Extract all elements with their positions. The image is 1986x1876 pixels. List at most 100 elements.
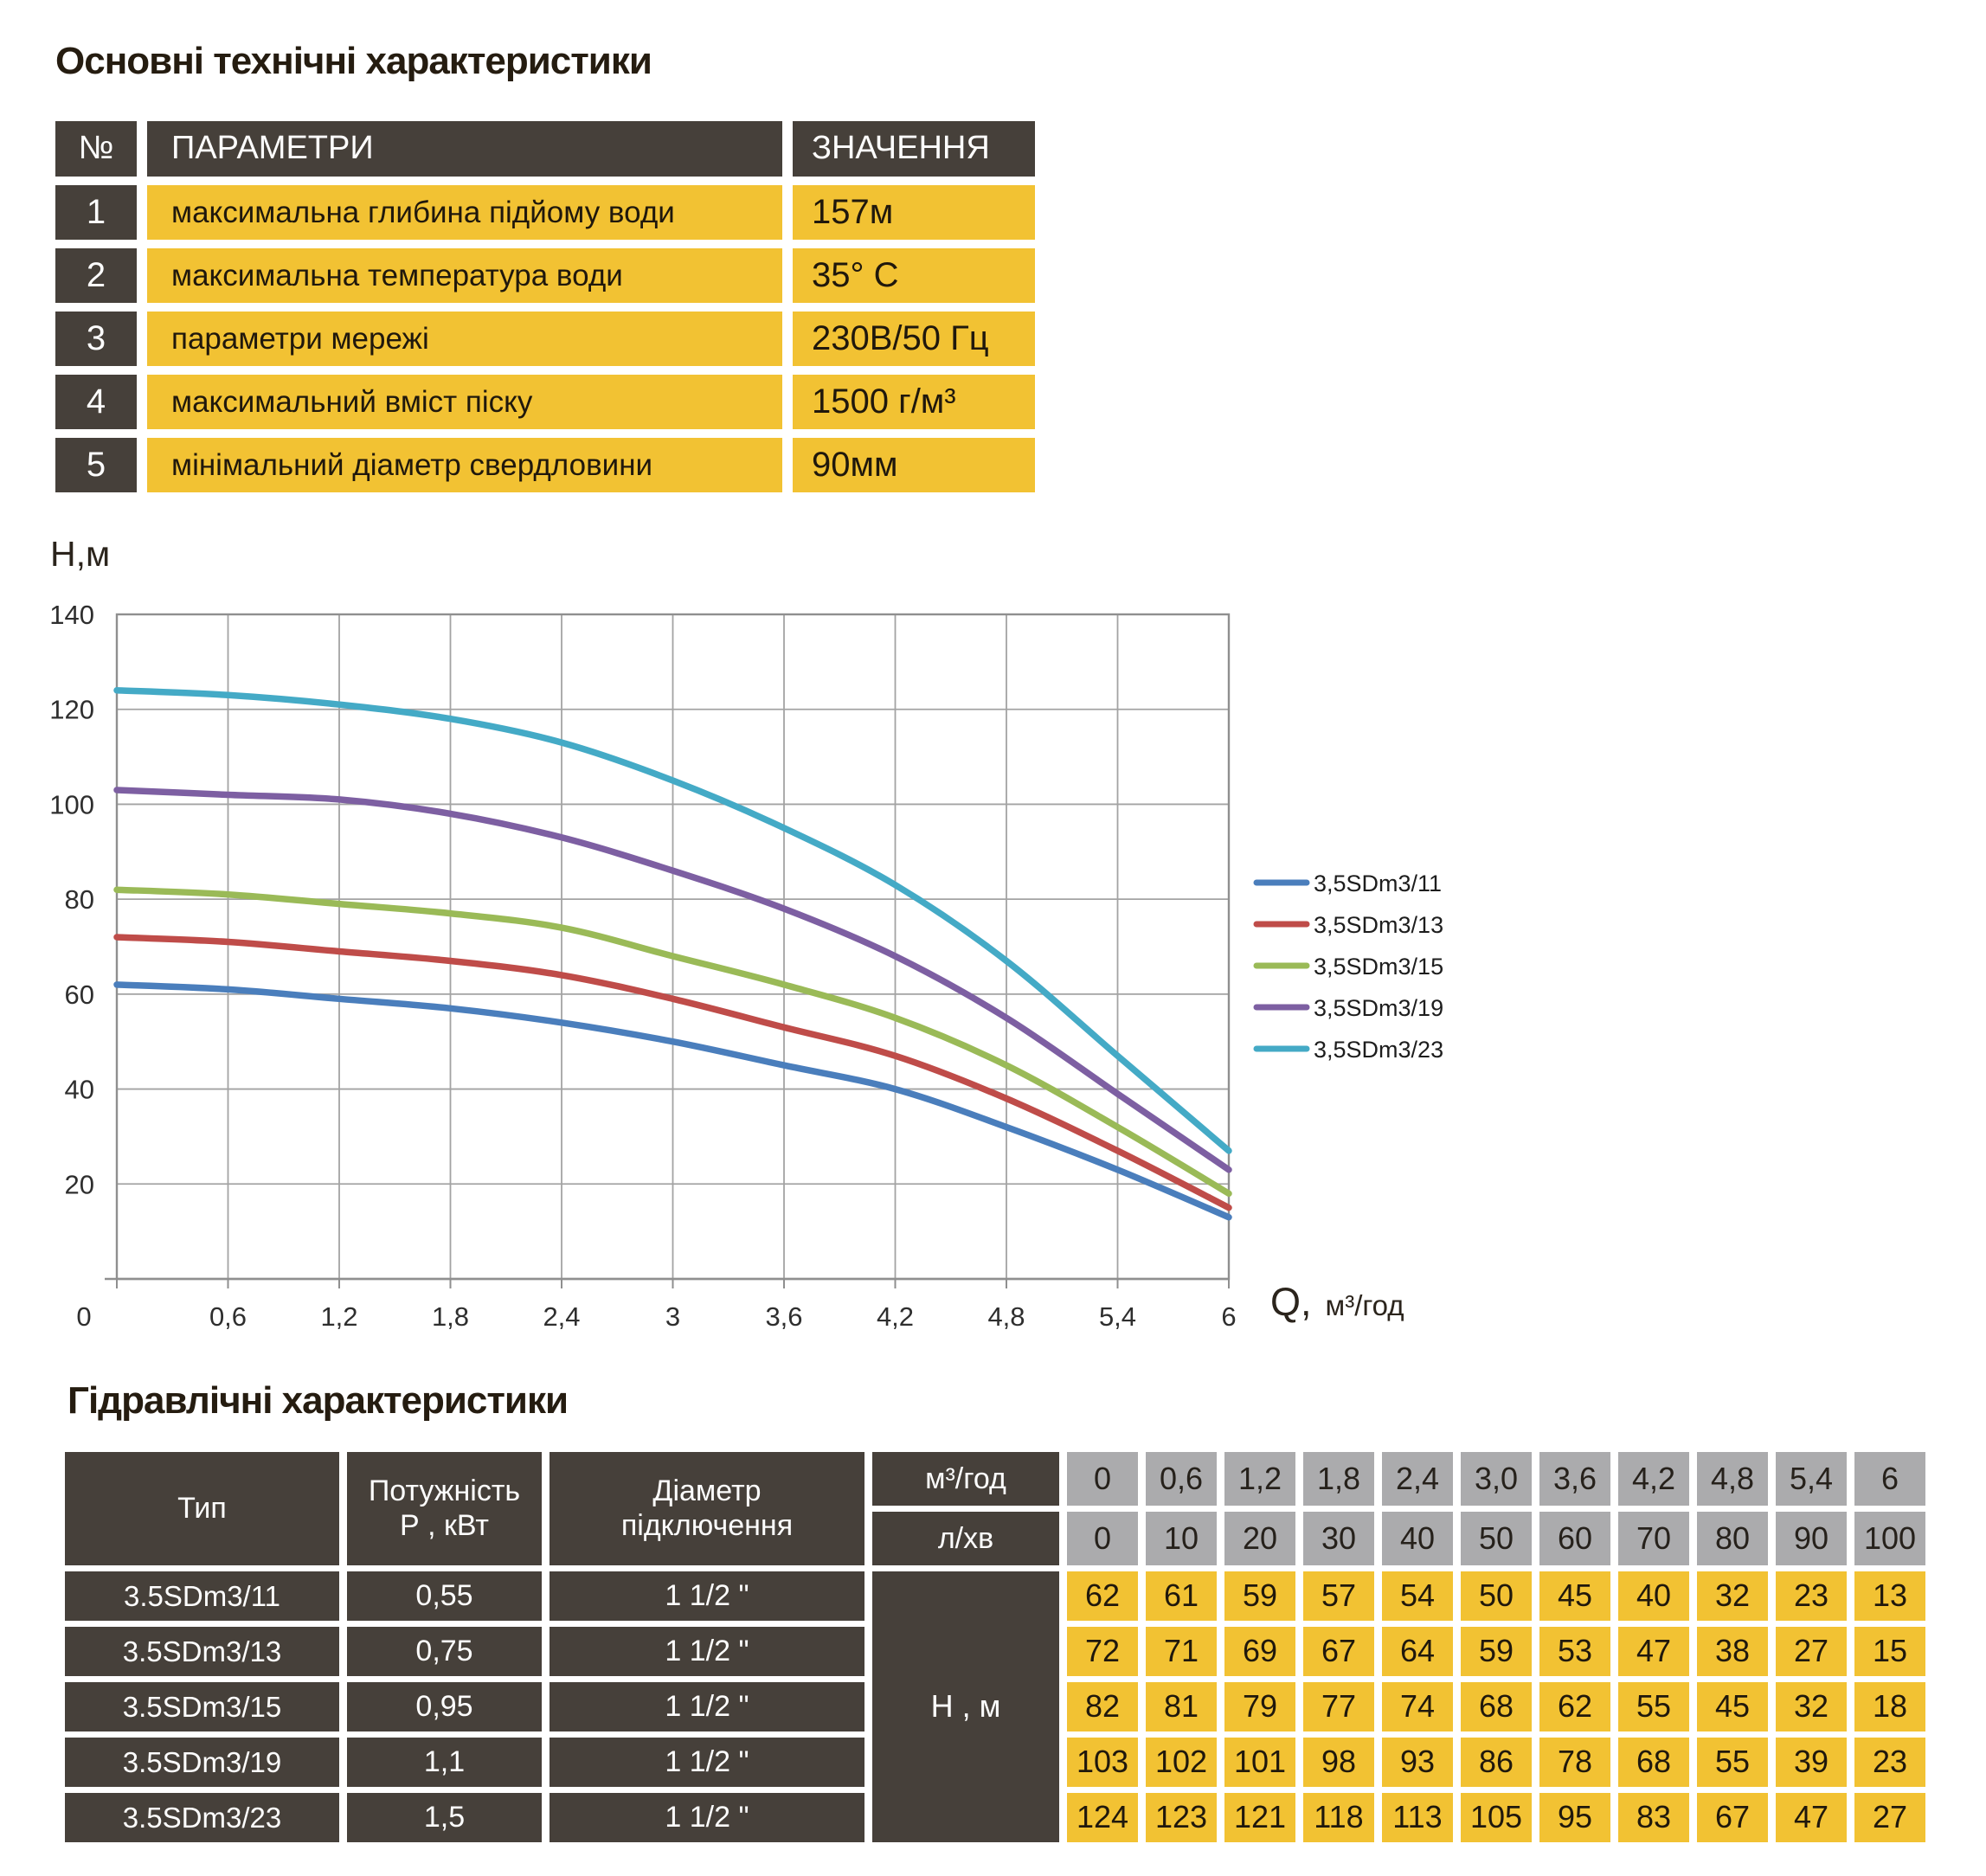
x-axis-title: Q, м³/год xyxy=(1270,1280,1404,1324)
head-value-cell: 59 xyxy=(1224,1571,1295,1621)
head-value-cell: 38 xyxy=(1697,1627,1768,1676)
param-name-cell: параметри мережі xyxy=(147,312,782,366)
head-value-cell: 59 xyxy=(1461,1627,1532,1676)
param-row-number: 5 xyxy=(55,438,137,492)
hyd-header-flow-m3h: м³/год xyxy=(872,1452,1059,1506)
power-value-cell: 0,55 xyxy=(347,1571,542,1621)
diameter-value-cell: 1 1/2 " xyxy=(550,1627,864,1676)
y-tick-label: 80 xyxy=(65,884,94,915)
head-value-cell: 123 xyxy=(1146,1793,1217,1842)
flow-m3h-value-cell: 0,6 xyxy=(1146,1452,1217,1506)
params-header-num: № xyxy=(55,121,137,177)
x-tick-label: 1,8 xyxy=(432,1301,469,1332)
flow-lmin-value-cell: 40 xyxy=(1382,1512,1453,1565)
diameter-value-cell: 1 1/2 " xyxy=(550,1738,864,1787)
legend-label-2: 3,5SDm3/15 xyxy=(1314,954,1443,980)
flow-lmin-value-cell: 30 xyxy=(1303,1512,1374,1565)
hyd-header-diameter-line1: Діаметр xyxy=(652,1474,762,1508)
hyd-header-diameter-line2: підключення xyxy=(620,1508,794,1542)
param-row-number: 1 xyxy=(55,185,137,240)
hydraulics-title: Гідравлічні характеристики xyxy=(67,1379,569,1422)
hyd-header-power-line2: Р , кВт xyxy=(399,1508,489,1542)
x-tick-label: 2,4 xyxy=(543,1301,580,1332)
curve-3-5sdm3-15 xyxy=(113,886,1232,1198)
head-value-cell: 45 xyxy=(1539,1571,1610,1621)
power-value-cell: 1,1 xyxy=(347,1738,542,1787)
y-tick-label: 60 xyxy=(65,980,94,1010)
x-tick-label: 0 xyxy=(76,1301,91,1332)
y-axis-title: Н,м xyxy=(50,534,110,574)
flow-lmin-value-cell: 80 xyxy=(1697,1512,1768,1565)
head-value-cell: 23 xyxy=(1776,1571,1847,1621)
pump-type-cell: 3.5SDm3/23 xyxy=(65,1793,339,1842)
pump-type-cell: 3.5SDm3/19 xyxy=(65,1738,339,1787)
curve-3-5sdm3-19 xyxy=(113,787,1232,1173)
pump-type-cell: 3.5SDm3/13 xyxy=(65,1627,339,1676)
head-value-cell: 68 xyxy=(1461,1682,1532,1731)
param-value-cell: 157м xyxy=(793,185,1035,240)
diameter-value-cell: 1 1/2 " xyxy=(550,1793,864,1842)
head-value-cell: 55 xyxy=(1618,1682,1689,1731)
head-value-cell: 105 xyxy=(1461,1793,1532,1842)
head-value-cell: 15 xyxy=(1854,1627,1925,1676)
params-header-value: ЗНАЧЕННЯ xyxy=(793,121,1035,177)
hyd-head-unit-cell: Н , м xyxy=(872,1571,1059,1842)
head-value-cell: 98 xyxy=(1303,1738,1374,1787)
head-value-cell: 32 xyxy=(1776,1682,1847,1731)
head-value-cell: 93 xyxy=(1382,1738,1453,1787)
head-value-cell: 74 xyxy=(1382,1682,1453,1731)
x-tick-label: 0,6 xyxy=(209,1301,247,1332)
y-tick-label: 20 xyxy=(65,1169,94,1199)
hyd-header-flow-lmin: л/хв xyxy=(872,1512,1059,1565)
legend-label-4: 3,5SDm3/23 xyxy=(1314,1037,1443,1063)
head-value-cell: 121 xyxy=(1224,1793,1295,1842)
flow-lmin-value-cell: 10 xyxy=(1146,1512,1217,1565)
legend-label-0: 3,5SDm3/11 xyxy=(1314,871,1442,896)
curve-3-5sdm3-11 xyxy=(113,981,1232,1221)
head-value-cell: 53 xyxy=(1539,1627,1610,1676)
curve-3-5sdm3-23 xyxy=(113,687,1232,1154)
head-value-cell: 27 xyxy=(1776,1627,1847,1676)
head-value-cell: 54 xyxy=(1382,1571,1453,1621)
param-name-cell: максимальний вміст піску xyxy=(147,375,782,429)
head-value-cell: 82 xyxy=(1067,1682,1138,1731)
y-tick-label: 120 xyxy=(49,695,94,725)
param-value-cell: 35° С xyxy=(793,248,1035,303)
flow-m3h-value-cell: 2,4 xyxy=(1382,1452,1453,1506)
head-value-cell: 23 xyxy=(1854,1738,1925,1787)
head-value-cell: 79 xyxy=(1224,1682,1295,1731)
head-value-cell: 27 xyxy=(1854,1793,1925,1842)
head-value-cell: 103 xyxy=(1067,1738,1138,1787)
hyd-header-diameter: Діаметр підключення xyxy=(550,1452,864,1565)
head-value-cell: 18 xyxy=(1854,1682,1925,1731)
head-value-cell: 55 xyxy=(1697,1738,1768,1787)
flow-m3h-value-cell: 1,2 xyxy=(1224,1452,1295,1506)
head-value-cell: 69 xyxy=(1224,1627,1295,1676)
x-tick-label: 3 xyxy=(665,1301,680,1332)
params-header-param: ПАРАМЕТРИ xyxy=(147,121,782,177)
power-value-cell: 1,5 xyxy=(347,1793,542,1842)
head-value-cell: 57 xyxy=(1303,1571,1374,1621)
head-value-cell: 61 xyxy=(1146,1571,1217,1621)
flow-m3h-value-cell: 6 xyxy=(1854,1452,1925,1506)
diameter-value-cell: 1 1/2 " xyxy=(550,1682,864,1731)
main-specs-title: Основні технічні характеристики xyxy=(55,40,652,82)
power-value-cell: 0,75 xyxy=(347,1627,542,1676)
flow-lmin-value-cell: 100 xyxy=(1854,1512,1925,1565)
head-value-cell: 118 xyxy=(1303,1793,1374,1842)
param-row-number: 3 xyxy=(55,312,137,366)
pump-performance-chart: 140 120 100 80 60 40 20 0 0,6 1,2 1,8 2,4 3 3,6 4,2 4,8… xyxy=(35,519,1610,1359)
head-value-cell: 124 xyxy=(1067,1793,1138,1842)
head-value-cell: 40 xyxy=(1618,1571,1689,1621)
param-name-cell: максимальна глибина підйому води xyxy=(147,185,782,240)
hydraulics-table: Тип Потужність Р , кВт Діаметр підключен… xyxy=(65,1452,1925,1842)
x-tick-label: 1,2 xyxy=(320,1301,357,1332)
head-value-cell: 86 xyxy=(1461,1738,1532,1787)
y-tick-label: 100 xyxy=(49,789,94,819)
head-value-cell: 32 xyxy=(1697,1571,1768,1621)
param-value-cell: 230В/50 Гц xyxy=(793,312,1035,366)
flow-lmin-value-cell: 90 xyxy=(1776,1512,1847,1565)
flow-lmin-value-cell: 0 xyxy=(1067,1512,1138,1565)
power-value-cell: 0,95 xyxy=(347,1682,542,1731)
